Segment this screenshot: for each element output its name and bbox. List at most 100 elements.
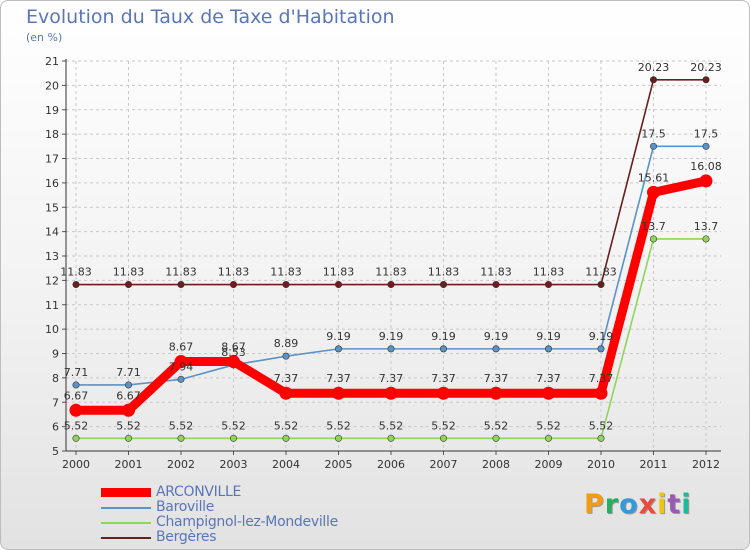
logo-letter: P xyxy=(584,489,605,520)
data-point-berg-res xyxy=(230,281,238,289)
y-tick-label: 5 xyxy=(52,445,59,458)
data-label-champignol-lez-mondeville: 13.7 xyxy=(694,220,719,233)
data-label-berg-res: 11.83 xyxy=(428,266,460,279)
data-label-champignol-lez-mondeville: 5.52 xyxy=(379,419,404,432)
data-label-champignol-lez-mondeville: 5.52 xyxy=(116,419,141,432)
data-point-berg-res xyxy=(544,281,552,289)
data-point-baroville xyxy=(649,142,657,150)
data-label-arconville: 16.08 xyxy=(690,160,722,173)
data-point-arconville xyxy=(489,386,503,400)
data-label-champignol-lez-mondeville: 5.52 xyxy=(484,419,509,432)
data-label-arconville: 7.37 xyxy=(379,372,404,385)
series-champignol-lez-mondeville xyxy=(72,235,710,442)
data-point-arconville xyxy=(647,185,660,199)
data-point-champignol-lez-mondeville xyxy=(72,434,80,442)
logo-letter: x xyxy=(638,489,658,520)
data-point-baroville xyxy=(492,345,500,353)
legend-item-champignol-lez-mondeville: Champignol-lez-Mondeville xyxy=(101,514,421,531)
data-point-baroville xyxy=(282,352,290,360)
data-label-baroville: 17.5 xyxy=(694,127,719,140)
data-point-arconville xyxy=(384,386,398,400)
data-label-berg-res: 11.83 xyxy=(533,266,565,279)
data-point-baroville xyxy=(177,375,185,383)
legend-swatch xyxy=(101,537,151,539)
data-point-berg-res xyxy=(125,281,133,289)
chart-unit-label: (en %) xyxy=(26,31,63,44)
x-tick-label: 2005 xyxy=(325,458,353,471)
data-point-berg-res xyxy=(387,281,395,289)
data-label-arconville: 7.37 xyxy=(589,372,614,385)
data-label-baroville: 17.5 xyxy=(641,127,666,140)
x-tick-label: 2003 xyxy=(220,458,248,471)
legend-label: ARCONVILLE xyxy=(156,484,242,500)
data-point-champignol-lez-mondeville xyxy=(230,434,238,442)
data-label-champignol-lez-mondeville: 5.52 xyxy=(589,419,614,432)
data-point-champignol-lez-mondeville xyxy=(177,434,185,442)
data-label-berg-res: 11.83 xyxy=(270,266,302,279)
legend-label: Champignol-lez-Mondeville xyxy=(156,514,338,530)
data-point-baroville xyxy=(72,381,80,389)
data-point-arconville xyxy=(122,403,135,417)
series-berg-res xyxy=(72,76,710,289)
data-label-berg-res: 11.83 xyxy=(375,266,407,279)
data-label-berg-res: 11.83 xyxy=(480,266,512,279)
y-tick-label: 18 xyxy=(45,128,59,141)
data-point-berg-res xyxy=(334,281,342,289)
chart-title: Evolution du Taux de Taxe d'Habitation xyxy=(26,6,395,28)
y-tick-label: 16 xyxy=(45,177,59,190)
data-point-champignol-lez-mondeville xyxy=(439,434,447,442)
x-tick-label: 2009 xyxy=(535,458,563,471)
y-tick-label: 6 xyxy=(52,421,59,434)
y-tick-label: 10 xyxy=(45,323,59,336)
data-point-champignol-lez-mondeville xyxy=(125,434,133,442)
data-label-berg-res: 11.83 xyxy=(218,266,250,279)
data-label-berg-res: 11.83 xyxy=(165,266,197,279)
data-label-baroville: 7.71 xyxy=(64,366,89,379)
data-label-baroville: 9.19 xyxy=(589,330,614,343)
data-label-arconville: 7.37 xyxy=(536,372,561,385)
data-point-baroville xyxy=(439,345,447,353)
data-label-berg-res: 11.83 xyxy=(585,266,617,279)
data-point-baroville xyxy=(544,345,552,353)
x-tick-label: 2002 xyxy=(167,458,195,471)
data-point-champignol-lez-mondeville xyxy=(702,235,710,243)
legend-swatch xyxy=(101,522,151,524)
data-point-berg-res xyxy=(177,281,185,289)
data-point-arconville xyxy=(174,355,188,369)
logo-letter: o xyxy=(619,489,639,520)
data-labels: 11.83 11.83 11.83 11.83 11.83 11.83 11.83 11.83… xyxy=(60,61,722,433)
data-label-baroville: 9.19 xyxy=(431,330,456,343)
y-tick-label: 7 xyxy=(52,396,59,409)
legend-label: Bergères xyxy=(156,529,217,545)
data-point-berg-res xyxy=(597,281,605,289)
data-label-baroville: 7.71 xyxy=(116,366,141,379)
legend-swatch xyxy=(101,488,151,497)
data-point-champignol-lez-mondeville xyxy=(544,434,552,442)
data-label-berg-res: 11.83 xyxy=(113,266,145,279)
x-tick-label: 2001 xyxy=(115,458,143,471)
data-point-champignol-lez-mondeville xyxy=(649,235,657,243)
logo-letter: i xyxy=(657,489,668,520)
data-label-baroville: 7.94 xyxy=(169,360,194,373)
data-point-berg-res xyxy=(72,281,80,289)
data-point-berg-res xyxy=(282,281,290,289)
x-tick-label: 2008 xyxy=(482,458,510,471)
data-point-arconville xyxy=(332,386,345,400)
data-label-arconville: 8.67 xyxy=(221,341,246,354)
data-label-arconville: 7.37 xyxy=(274,372,299,385)
legend-item-baroville: Baroville xyxy=(101,499,421,516)
legend: ARCONVILLE Baroville Champignol-lez-Mondev… xyxy=(101,484,421,546)
y-tick-label: 8 xyxy=(52,372,59,385)
data-point-champignol-lez-mondeville xyxy=(334,434,342,442)
y-tick-label: 19 xyxy=(45,104,59,117)
legend-item-berg-res: Bergères xyxy=(101,529,421,546)
data-label-baroville: 9.19 xyxy=(536,330,561,343)
data-point-berg-res xyxy=(649,76,657,84)
data-point-arconville xyxy=(594,386,608,400)
data-label-champignol-lez-mondeville: 5.52 xyxy=(431,419,456,432)
y-tick-label: 9 xyxy=(52,348,59,361)
data-point-baroville xyxy=(334,345,342,353)
data-point-arconville xyxy=(542,386,555,400)
data-label-berg-res: 20.23 xyxy=(690,61,722,74)
